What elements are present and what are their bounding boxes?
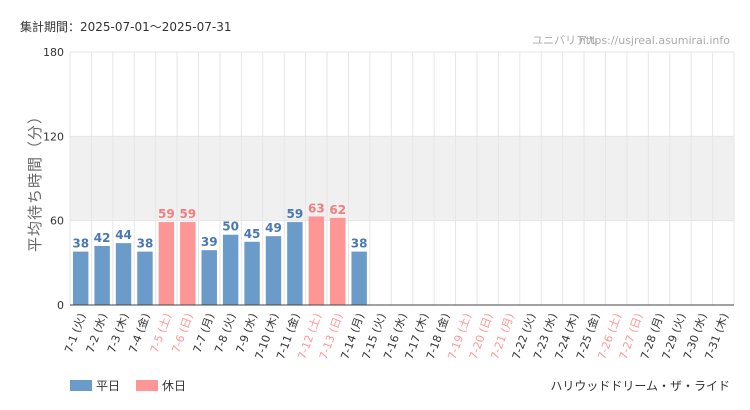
grid (69, 51, 735, 306)
data-label: 59 (179, 207, 196, 221)
data-label: 59 (158, 207, 175, 221)
y-tick-label: 60 (50, 215, 64, 228)
data-label: 39 (201, 235, 218, 249)
bar (115, 243, 132, 305)
bar (158, 222, 175, 305)
data-label: 44 (115, 228, 132, 242)
bar (287, 222, 303, 305)
legend-swatch-weekday (70, 380, 92, 391)
y-tick-label: 180 (43, 46, 64, 59)
bar (351, 251, 367, 305)
period-label: 集計期間：2025-07-01～2025-07-31 (20, 19, 231, 34)
bar (222, 234, 239, 305)
data-label: 45 (244, 227, 261, 241)
data-label: 38 (137, 237, 154, 251)
data-labels: 38 42 44 38 59 59 39 50 45 49 59 63 62 38 (72, 201, 367, 250)
band-60-120 (70, 136, 734, 221)
y-tick-label: 120 (43, 130, 64, 143)
y-axis: 0 60 120 180 (43, 46, 64, 312)
bar (137, 251, 153, 305)
bars (72, 216, 367, 305)
plot-area: 0 60 120 180 38 42 44 38 59 59 39 50 45 49 59 63 62 38 7… (43, 46, 735, 361)
data-label: 62 (329, 203, 346, 217)
bar (244, 241, 260, 305)
data-label: 42 (94, 231, 111, 245)
y-tick-label: 0 (57, 299, 64, 312)
bar (308, 216, 325, 305)
data-label: 50 (222, 220, 239, 234)
bar (201, 250, 217, 305)
bar (72, 251, 89, 305)
legend-label-weekday: 平日 (96, 379, 120, 393)
x-axis: 7-1 (火)7-2 (水)7-3 (木)7-4 (金)7-5 (土)7-6 (… (62, 311, 731, 361)
legend-label-holiday: 休日 (162, 379, 186, 393)
site-name: ユニバリアル (532, 34, 598, 47)
data-label: 38 (72, 237, 89, 251)
data-label: 38 (351, 237, 368, 251)
site-url: https://usjreal.asumirai.info (579, 34, 730, 47)
data-label: 49 (265, 221, 282, 235)
data-label: 63 (308, 201, 325, 215)
legend: 平日 休日 (70, 379, 186, 393)
data-label: 59 (287, 207, 304, 221)
bar (330, 217, 346, 305)
bar (94, 245, 110, 305)
bar (180, 222, 196, 305)
ride-name: ハリウッドドリーム・ザ・ライド (550, 379, 730, 393)
legend-swatch-holiday (136, 380, 158, 391)
y-axis-label: 平均待ち時間（分） (26, 108, 44, 252)
bar (265, 236, 282, 305)
